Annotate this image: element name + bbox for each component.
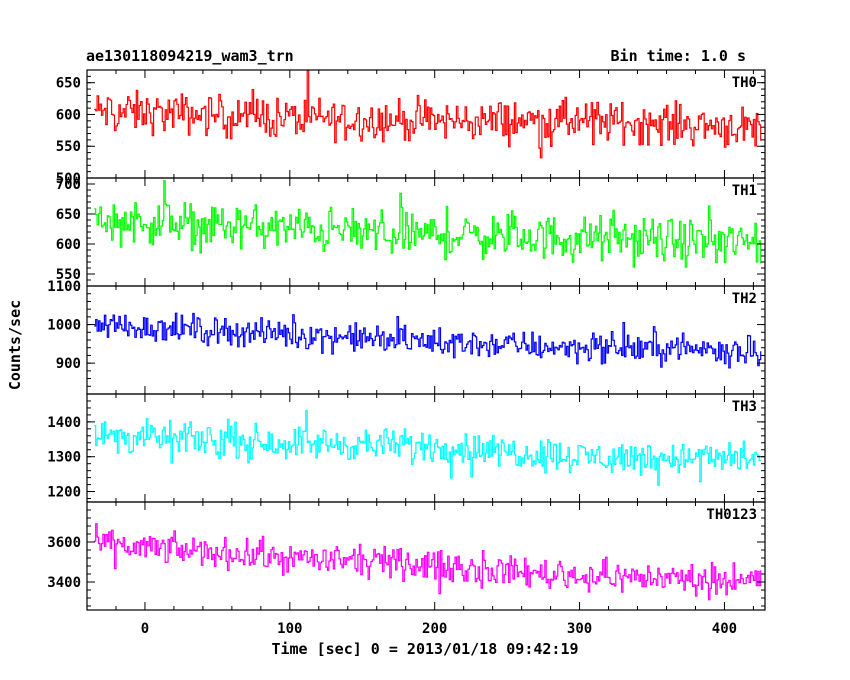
x-tick-label: 200 [422,621,447,637]
y-tick-label: 550 [56,139,81,155]
panel-label: TH0123 [706,507,757,523]
series-line-th0 [94,70,762,159]
panel-th0123: 3400 3600 TH0123 [47,501,766,611]
series-line-th0123 [94,523,762,601]
x-axis-label: Time [sec] 0 = 2013/01/18 09:42:19 [271,640,578,658]
y-tick-label: 550 [56,267,81,283]
y-tick-label: 1100 [47,279,81,295]
panel-th2: 900 1000 1100 TH2 [47,279,766,395]
panel-label: TH0 [732,75,757,91]
panel-th1: 550 600 650 700 TH1 [56,177,766,287]
panel-label: TH1 [732,183,757,199]
x-tick-label: 100 [277,621,302,637]
x-tick-label: 0 [141,621,149,637]
y-tick-label: 3400 [47,575,81,591]
panel-label: TH2 [732,291,757,307]
y-axis-label: Counts/sec [6,300,24,390]
series-line-th3 [94,409,762,486]
y-tick-label: 3600 [47,535,81,551]
bin-time-label: Bin time: 1.0 s [611,47,746,65]
panel-label: TH3 [732,399,757,415]
panel-th3: 1200 1300 1400 TH3 [47,393,766,503]
x-tick-label: 400 [712,621,737,637]
series-line-th1 [94,180,762,268]
panel-th0: 500 550 600 650 TH0 [56,69,766,187]
y-tick-label: 600 [56,107,81,123]
y-tick-label: 1300 [47,450,81,466]
x-tick-label: 300 [567,621,592,637]
y-tick-label: 1200 [47,485,81,501]
y-tick-label: 500 [56,171,81,187]
series-line-th2 [94,312,762,369]
y-tick-label: 700 [56,177,81,193]
y-tick-label: 1400 [47,415,81,431]
panel-frame [86,501,766,611]
y-tick-label: 1000 [47,318,81,334]
y-tick-label: 900 [56,356,81,372]
y-tick-label: 600 [56,237,81,253]
y-tick-label: 650 [56,76,81,92]
panel-frame [86,285,766,395]
figure-title: ae130118094219_wam3_trn [86,47,294,65]
y-tick-label: 650 [56,207,81,223]
